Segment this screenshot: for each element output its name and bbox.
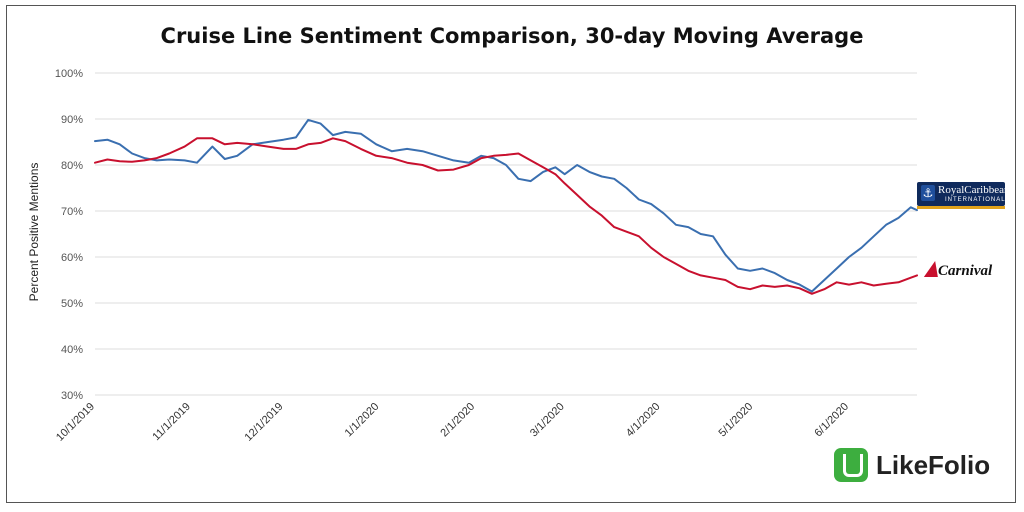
chart-title: Cruise Line Sentiment Comparison, 30-day…: [160, 24, 864, 48]
likefolio-mark-icon: [834, 448, 868, 482]
x-tick-label: 3/1/2020: [528, 401, 567, 440]
x-tick-label: 12/1/2019: [243, 401, 286, 444]
logo-accent-bar: [917, 206, 1005, 209]
y-tick-label: 80%: [61, 160, 83, 172]
carnival-logo: Carnival: [923, 259, 1008, 285]
x-tick-label: 2/1/2020: [438, 401, 477, 440]
y-axis-ticks: 30% 40% 50% 60% 70% 80% 90% 100%: [55, 68, 83, 402]
y-tick-label: 90%: [61, 114, 83, 126]
y-tick-label: 40%: [61, 344, 83, 356]
series-line-carnival: [94, 137, 918, 295]
x-tick-label: 6/1/2020: [812, 401, 851, 440]
royal-caribbean-logo: ⚓ RoyalCaribbean INTERNATIONAL: [917, 182, 1009, 209]
y-axis-label: Percent Positive Mentions: [27, 163, 41, 302]
x-tick-label: 5/1/2020: [717, 401, 756, 440]
likefolio-name: LikeFolio: [876, 450, 991, 480]
x-tick-label: 1/1/2020: [343, 401, 382, 440]
x-tick-label: 10/1/2019: [54, 401, 97, 444]
x-tick-label: 11/1/2019: [150, 401, 193, 444]
x-axis-ticks: 10/1/2019 11/1/2019 12/1/2019 1/1/2020 2/1/2…: [54, 401, 851, 444]
carnival-name: Carnival: [938, 263, 993, 279]
royal-caribbean-name: RoyalCaribbean: [938, 184, 1010, 196]
y-tick-label: 70%: [61, 206, 83, 218]
y-tick-label: 50%: [61, 298, 83, 310]
crown-anchor-icon: ⚓: [921, 185, 935, 201]
chart-frame: Cruise Line Sentiment Comparison, 30-day…: [6, 5, 1016, 503]
y-tick-label: 60%: [61, 252, 83, 264]
series-line-royal-caribbean: [94, 118, 918, 293]
y-tick-label: 100%: [55, 68, 83, 80]
y-tick-label: 30%: [61, 390, 83, 402]
series-lines: [94, 118, 918, 295]
grid-lines: [95, 72, 917, 396]
royal-caribbean-subtitle: INTERNATIONAL: [945, 197, 1006, 203]
x-tick-label: 4/1/2020: [624, 401, 663, 440]
